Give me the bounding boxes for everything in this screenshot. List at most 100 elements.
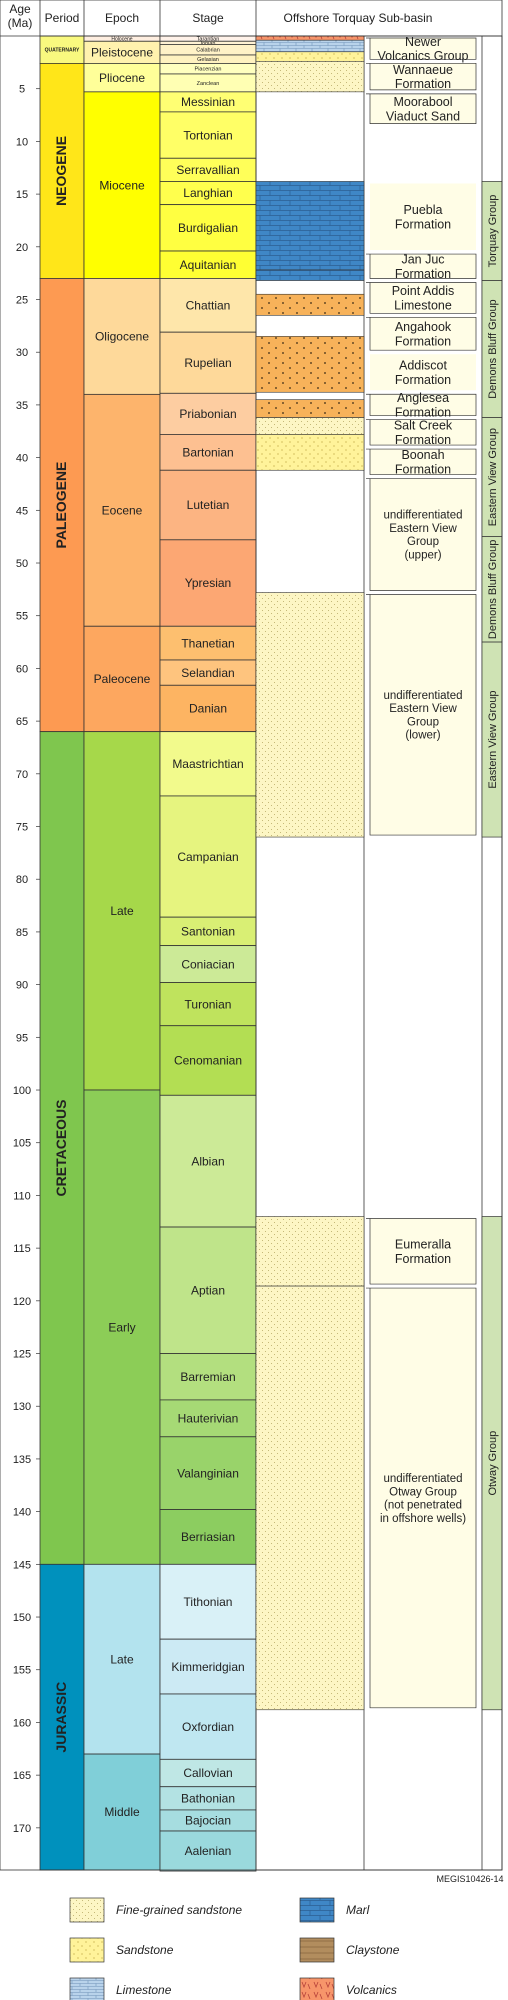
stage-label: Santonian xyxy=(181,925,235,939)
age-tick-label: 155 xyxy=(13,1665,31,1677)
stage-label: Hauterivian xyxy=(178,1412,239,1426)
age-tick-label: 85 xyxy=(16,927,28,939)
lithology-limestone xyxy=(255,39,365,53)
group-label: Torquay Group xyxy=(487,195,499,268)
epoch-cell xyxy=(83,1563,161,1755)
stage-label: Serravallian xyxy=(176,163,239,177)
epoch-label: Late xyxy=(110,1652,134,1666)
age-tick-label: 135 xyxy=(13,1454,31,1466)
stage-label: Oxfordian xyxy=(182,1720,234,1734)
stage-label: Ypresian xyxy=(185,576,231,590)
epoch-cell xyxy=(83,278,161,395)
formation-box xyxy=(366,419,477,446)
formation-label: Anglesea Formation xyxy=(395,391,451,419)
age-tick-label: 60 xyxy=(16,663,28,675)
lithology-sandstone-dots xyxy=(255,293,365,316)
legend-label: Marl xyxy=(346,1903,370,1917)
stage-label: Danian xyxy=(189,702,227,716)
epoch-label: Oligocene xyxy=(95,330,149,344)
legend-label: Volcanics xyxy=(346,1983,397,1997)
lithology-fine-sandstone xyxy=(255,1285,365,1711)
age-tick-label: 140 xyxy=(13,1507,31,1519)
formation-label: undifferentiated Eastern View Group (lower) xyxy=(383,690,462,742)
age-tick-label: 90 xyxy=(16,980,28,992)
lithology-fine-sandstone xyxy=(255,1216,365,1287)
legend-swatch-claystone xyxy=(299,1937,335,1963)
stage-cell xyxy=(159,659,257,686)
period-cell xyxy=(39,731,85,1565)
lithology-marl xyxy=(255,181,365,271)
legend-swatch-marl xyxy=(299,1897,335,1923)
stage-label: Lutetian xyxy=(187,498,230,512)
stage-label: Tarantian xyxy=(197,37,220,43)
stage-cell xyxy=(159,1353,257,1401)
formation-label: Eumeralla Formation xyxy=(395,1237,451,1265)
legend-label: Sandstone xyxy=(116,1943,174,1957)
stage-label: Bajocian xyxy=(185,1814,231,1828)
group-label: Demons Bluff Group xyxy=(487,299,499,398)
formation-label: Salt Creek Formation xyxy=(394,419,453,447)
formation-box xyxy=(366,316,477,351)
formation-label: Jan Juc Formation xyxy=(395,252,451,280)
formation-box xyxy=(366,1287,477,1709)
epoch-label: Early xyxy=(108,1320,135,1334)
age-tick-label: 65 xyxy=(16,716,28,728)
stage-label: Piacenzian xyxy=(195,67,222,73)
age-tick-label: 110 xyxy=(13,1190,31,1202)
age-tick-label: 130 xyxy=(13,1401,31,1413)
stage-label: Aquitanian xyxy=(180,258,237,272)
epoch-cell xyxy=(83,91,161,279)
formation-label: Puebla Formation xyxy=(395,203,451,231)
age-header: Age (Ma) xyxy=(8,2,33,30)
stage-cell xyxy=(159,278,257,333)
stage-label: Gelasian xyxy=(197,57,219,63)
stage-cell xyxy=(159,1509,257,1565)
stage-label: Tithonian xyxy=(184,1595,233,1609)
stage-label: Maastrichtian xyxy=(172,757,243,771)
epoch-label: Late xyxy=(110,904,134,918)
stage-label: Bathonian xyxy=(181,1792,235,1806)
age-tick-label: 160 xyxy=(13,1717,31,1729)
legend-label: Limestone xyxy=(116,1983,172,1997)
age-tick-label: 100 xyxy=(13,1085,31,1097)
legend-swatch-fine-sandstone xyxy=(69,1897,105,1923)
formation-box xyxy=(366,37,477,60)
formation-box xyxy=(366,253,477,279)
stage-label: Turonian xyxy=(185,997,232,1011)
stage-cell xyxy=(159,1436,257,1510)
stage-label: Calabrian xyxy=(196,48,220,54)
formation-box xyxy=(366,448,477,475)
epoch-cell xyxy=(83,1089,161,1565)
epoch-cell xyxy=(83,1753,161,1871)
age-tick-label: 55 xyxy=(16,611,28,623)
stage-cell xyxy=(159,111,257,159)
stage-label: Aalenian xyxy=(185,1844,232,1858)
stage-label: Coniacian xyxy=(181,957,234,971)
group-label: Otway Group xyxy=(487,1431,499,1496)
credit-text: MEGIS10426-14 xyxy=(436,1874,503,1884)
stage-cell xyxy=(159,945,257,983)
stage-label: Ionian xyxy=(201,41,216,47)
formation-label: Point Addis Limestone xyxy=(392,284,455,312)
age-tick-label: 20 xyxy=(16,242,28,254)
period-header: Period xyxy=(45,11,80,25)
formation-box xyxy=(366,478,477,591)
period-label: JURASSIC xyxy=(53,1682,69,1753)
age-tick-label: 45 xyxy=(16,505,28,517)
stage-cell xyxy=(159,1638,257,1695)
age-tick-label: 170 xyxy=(13,1823,31,1835)
stage-cell xyxy=(159,1563,257,1640)
lithology-fine-sandstone xyxy=(255,592,365,838)
stage-label: Selandian xyxy=(181,666,234,680)
age-tick-label: 5 xyxy=(19,84,25,96)
stage-label: Barremian xyxy=(180,1370,235,1384)
formation-label: Wannaeue Formation xyxy=(393,63,453,91)
stage-cell xyxy=(159,1693,257,1760)
stage-label: Aptian xyxy=(191,1283,225,1297)
period-cell xyxy=(39,278,85,733)
group-label: Demons Bluff Group xyxy=(487,540,499,639)
group-label: Eastern View Group xyxy=(487,690,499,788)
epoch-label: Pliocene xyxy=(99,71,145,85)
legend-swatch-sandstone xyxy=(69,1937,105,1963)
